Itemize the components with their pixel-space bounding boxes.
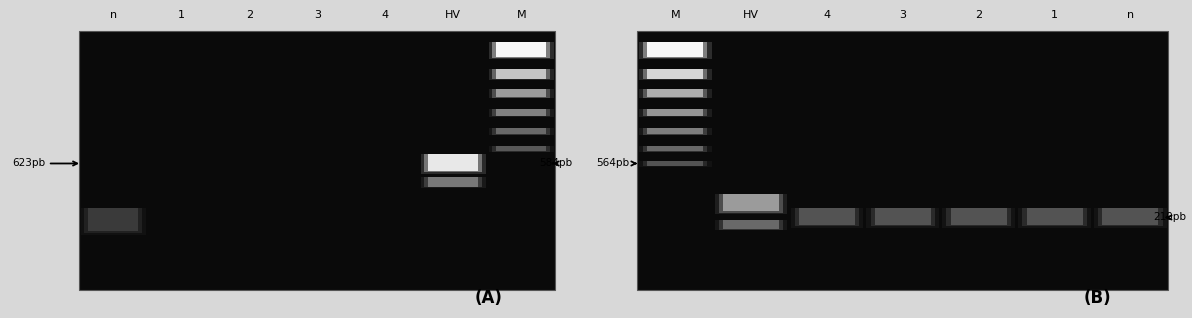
Text: 2: 2 [246,10,253,20]
Bar [639,161,712,167]
Bar [489,109,554,117]
Bar [496,89,546,97]
Bar [492,128,551,135]
Text: HV: HV [743,10,759,20]
Bar [496,109,546,116]
Bar [647,42,703,57]
Bar [951,208,1007,225]
Bar [642,146,707,152]
Bar [639,42,712,59]
Bar [489,128,554,135]
Bar [1023,208,1087,226]
Bar [79,31,555,290]
Bar [724,194,780,211]
Bar [943,208,1016,228]
Text: 584pb: 584pb [539,158,572,169]
Text: 623pb: 623pb [12,158,77,169]
Bar [88,208,138,232]
Bar [795,208,859,226]
Text: 1: 1 [178,10,185,20]
Bar [85,208,142,233]
Bar [1103,208,1159,225]
Bar [489,69,554,80]
Bar [639,109,712,117]
Bar [647,146,703,151]
Bar [639,69,712,80]
Bar [639,146,712,152]
Bar [489,42,554,59]
Bar [428,177,478,187]
Bar [790,208,863,228]
Bar [642,42,707,58]
Bar [492,146,551,152]
Text: 3: 3 [313,10,321,20]
Bar [870,208,935,226]
Bar [1018,208,1091,228]
Bar [642,69,707,80]
Bar [492,42,551,58]
Bar [489,146,554,152]
Bar [719,220,783,230]
Bar [875,208,931,225]
Text: (A): (A) [474,289,502,307]
Bar [715,220,788,230]
Bar [946,208,1011,226]
Bar [1094,208,1167,228]
Text: M: M [516,10,526,20]
Bar [719,194,783,212]
Text: n: n [110,10,117,20]
Text: M: M [670,10,681,20]
Bar [642,128,707,135]
Text: 1: 1 [1051,10,1058,20]
Text: 210pb: 210pb [1153,212,1186,223]
Bar [724,220,780,229]
Bar [496,42,546,57]
Bar [867,208,939,228]
Bar [492,109,551,116]
Bar [421,177,486,188]
Bar [647,109,703,116]
Text: HV: HV [446,10,461,20]
Bar [647,69,703,79]
Bar [642,109,707,116]
Bar [492,69,551,80]
Bar [715,194,788,214]
Bar [496,69,546,79]
Text: (B): (B) [1084,289,1111,307]
Bar [489,89,554,98]
Text: 4: 4 [824,10,831,20]
Text: 2: 2 [975,10,982,20]
Bar [424,154,483,172]
Bar [492,89,551,98]
Bar [639,89,712,98]
Bar [647,128,703,134]
Bar [642,89,707,98]
Bar [642,161,707,166]
Text: 564pb: 564pb [596,158,635,169]
Bar [424,177,483,187]
Bar [647,161,703,166]
Text: 4: 4 [381,10,389,20]
Bar [1098,208,1162,226]
Text: 3: 3 [899,10,906,20]
Bar [639,128,712,135]
Text: n: n [1126,10,1134,20]
Bar [799,208,855,225]
Bar [496,128,546,134]
Bar [81,208,145,235]
Bar [421,154,486,174]
Bar [496,146,546,151]
Bar [428,154,478,171]
Bar [638,31,1168,290]
Bar [647,89,703,97]
Bar [1026,208,1082,225]
